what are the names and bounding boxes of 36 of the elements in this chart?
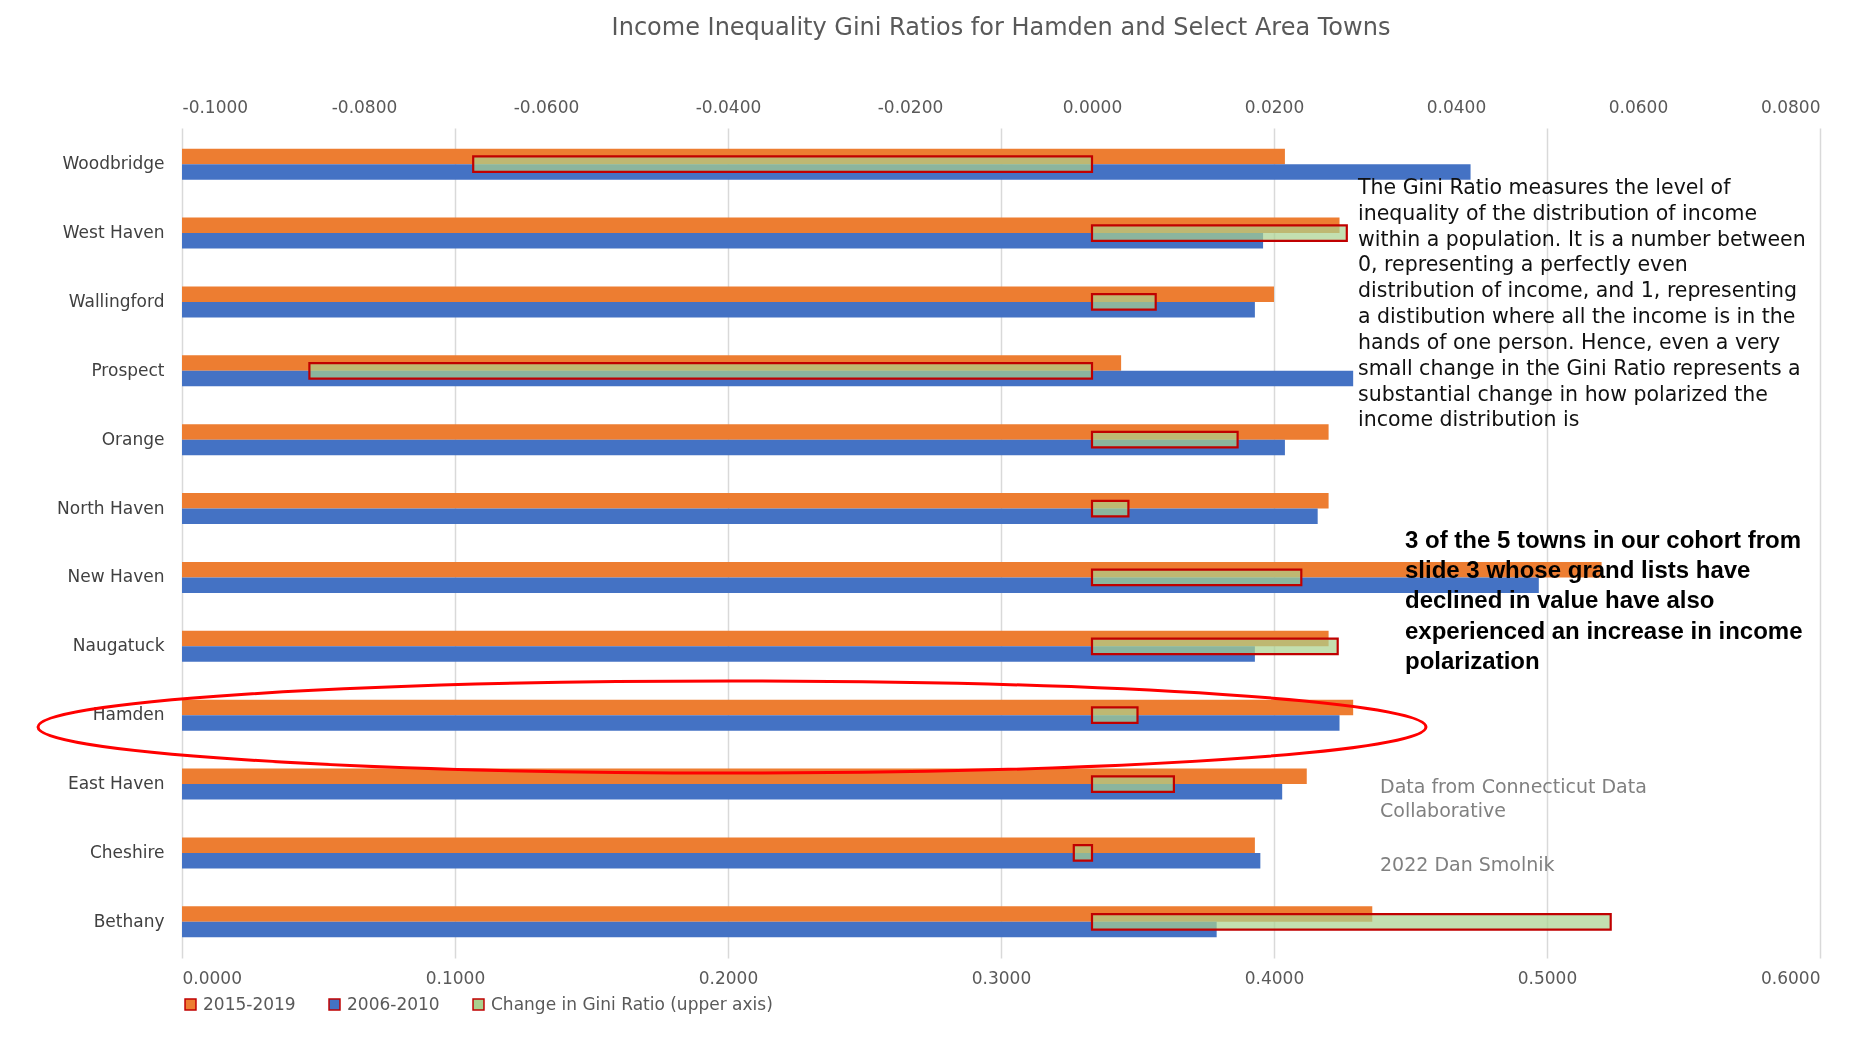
- annotation: Data from Connecticut Data Collaborative: [1380, 775, 1648, 823]
- x-tick-label: 0.0000: [182, 967, 242, 988]
- x-tick-label: 0.5000: [1517, 967, 1578, 988]
- legend-label: Change in Gini Ratio (upper axis): [491, 993, 773, 1014]
- x2-tick-label: 0.0000: [1062, 96, 1123, 117]
- y-tick-label: Woodbridge: [62, 153, 165, 174]
- x-tick-label: 0.6000: [1761, 967, 1821, 988]
- x2-tick-label: -0.1000: [182, 96, 249, 117]
- x2-tick-label: 0.0600: [1608, 96, 1669, 117]
- x2-tick-label: -0.0600: [513, 96, 580, 117]
- x-tick-label: 0.4000: [1244, 967, 1305, 988]
- x-tick-label: 0.1000: [425, 967, 486, 988]
- y-tick-label: Naugatuck: [72, 635, 165, 656]
- x-tick-label: 0.3000: [971, 967, 1032, 988]
- x2-tick-label: 0.0200: [1244, 96, 1305, 117]
- y-tick-label: East Haven: [67, 773, 165, 794]
- chart-title: Income Inequality Gini Ratios for Hamden and Select Area Towns: [611, 13, 1391, 41]
- y-tick-label: Orange: [101, 428, 165, 449]
- legend-label: 2006-2010: [347, 993, 440, 1014]
- y-tick-label: Cheshire: [89, 841, 165, 862]
- text: The Gini Ratio measures the level of inequality of the distribution of income within a population. It is a number between 0, representing a perfectly even distribution of income, and 1, representing a distibution where all the income is in the hands of one person. Hence, even a very small change in the Gini Ratio represents a substantial change in how polarized the income distribution is: [1358, 175, 1806, 432]
- legend-label: 2015-2019: [203, 993, 296, 1014]
- y-tick-label: North Haven: [57, 497, 165, 518]
- y-tick-label: Wallingford: [68, 290, 165, 311]
- y-tick-label: Hamden: [92, 704, 165, 725]
- x2-tick-label: -0.0400: [695, 96, 762, 117]
- x2-tick-label: 0.0800: [1761, 96, 1821, 117]
- x2-tick-label: 0.0400: [1426, 96, 1487, 117]
- y-tick-label: Bethany: [93, 910, 165, 931]
- x2-tick-label: -0.0800: [331, 96, 398, 117]
- y-tick-label: Prospect: [91, 359, 165, 380]
- y-tick-label: West Haven: [62, 222, 165, 243]
- annotation: 2022 Dan Smolnik: [1380, 853, 1556, 877]
- x-tick-label: 0.2000: [698, 967, 759, 988]
- x2-tick-label: -0.0200: [877, 96, 944, 117]
- y-tick-label: New Haven: [67, 566, 165, 587]
